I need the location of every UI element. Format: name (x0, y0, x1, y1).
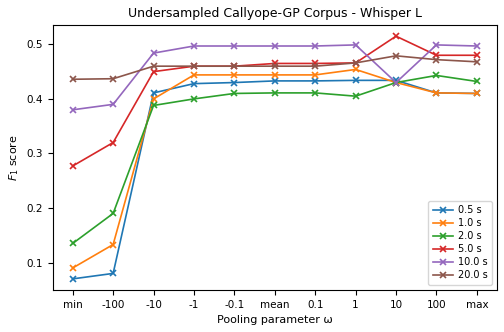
20.0 s (272, 64, 278, 68)
10.0 s (151, 51, 157, 55)
20.0 s (151, 64, 157, 68)
2.0 s (231, 91, 237, 95)
2.0 s (312, 91, 318, 95)
5.0 s (272, 61, 278, 65)
Line: 20.0 s: 20.0 s (70, 53, 480, 82)
2.0 s (70, 241, 76, 245)
5.0 s (110, 140, 116, 144)
10.0 s (272, 44, 278, 48)
0.5 s (272, 79, 278, 83)
0.5 s (191, 82, 197, 86)
5.0 s (231, 64, 237, 68)
10.0 s (110, 102, 116, 106)
Line: 10.0 s: 10.0 s (70, 42, 480, 113)
0.5 s (312, 79, 318, 83)
0.5 s (151, 91, 157, 95)
1.0 s (393, 81, 399, 85)
5.0 s (474, 53, 480, 57)
5.0 s (312, 61, 318, 65)
10.0 s (231, 44, 237, 48)
20.0 s (312, 64, 318, 68)
1.0 s (353, 67, 359, 71)
10.0 s (353, 43, 359, 47)
5.0 s (353, 61, 359, 65)
0.5 s (474, 91, 480, 95)
20.0 s (433, 58, 439, 62)
Line: 2.0 s: 2.0 s (70, 73, 480, 246)
1.0 s (312, 73, 318, 77)
Y-axis label: $F_1$ score: $F_1$ score (7, 134, 21, 181)
10.0 s (433, 43, 439, 47)
2.0 s (272, 91, 278, 95)
10.0 s (474, 44, 480, 48)
0.5 s (70, 277, 76, 281)
1.0 s (272, 73, 278, 77)
20.0 s (393, 54, 399, 58)
5.0 s (433, 53, 439, 57)
2.0 s (110, 211, 116, 215)
20.0 s (110, 77, 116, 81)
10.0 s (393, 81, 399, 85)
Legend: 0.5 s, 1.0 s, 2.0 s, 5.0 s, 10.0 s, 20.0 s: 0.5 s, 1.0 s, 2.0 s, 5.0 s, 10.0 s, 20.0… (428, 201, 492, 285)
2.0 s (393, 81, 399, 85)
20.0 s (474, 60, 480, 64)
0.5 s (353, 78, 359, 82)
2.0 s (474, 79, 480, 83)
10.0 s (191, 44, 197, 48)
2.0 s (433, 73, 439, 77)
5.0 s (191, 64, 197, 68)
Title: Undersampled Callyope-GP Corpus - Whisper L: Undersampled Callyope-GP Corpus - Whispe… (128, 7, 422, 20)
1.0 s (70, 266, 76, 270)
2.0 s (151, 104, 157, 108)
5.0 s (151, 70, 157, 74)
20.0 s (231, 64, 237, 68)
10.0 s (70, 108, 76, 112)
1.0 s (110, 242, 116, 246)
5.0 s (70, 164, 76, 168)
Line: 1.0 s: 1.0 s (70, 67, 480, 271)
20.0 s (70, 77, 76, 81)
1.0 s (151, 97, 157, 101)
20.0 s (191, 64, 197, 68)
2.0 s (353, 94, 359, 98)
5.0 s (393, 34, 399, 38)
20.0 s (353, 61, 359, 65)
0.5 s (231, 81, 237, 85)
1.0 s (433, 91, 439, 95)
1.0 s (231, 73, 237, 77)
1.0 s (191, 73, 197, 77)
Line: 5.0 s: 5.0 s (70, 34, 480, 169)
0.5 s (393, 78, 399, 82)
1.0 s (474, 91, 480, 95)
X-axis label: Pooling parameter ω: Pooling parameter ω (217, 315, 333, 325)
0.5 s (433, 91, 439, 95)
0.5 s (110, 272, 116, 276)
10.0 s (312, 44, 318, 48)
Line: 0.5 s: 0.5 s (70, 78, 480, 282)
2.0 s (191, 97, 197, 101)
